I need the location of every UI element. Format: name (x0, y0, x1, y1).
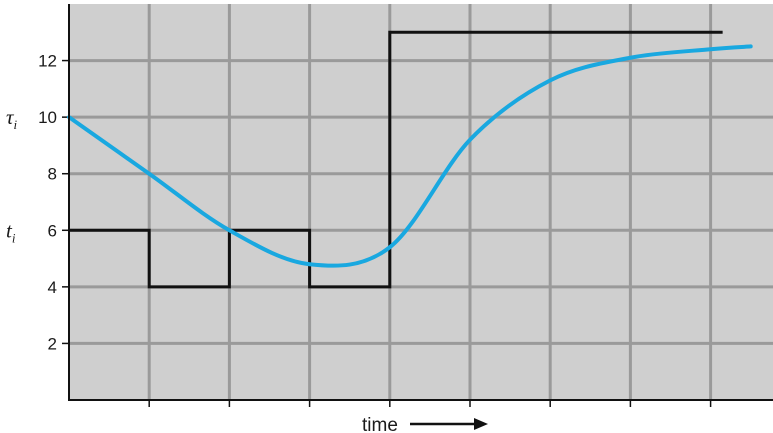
y-tick-label: 10 (38, 108, 57, 127)
series-symbol-subscript: i (12, 230, 16, 245)
x-axis-label: time (362, 415, 398, 433)
y-tick-label: 12 (38, 52, 57, 71)
series-line-step (69, 30, 723, 289)
x-axis-label-group: time (362, 415, 488, 433)
plot-background (69, 4, 773, 400)
series-symbol: t (6, 218, 13, 242)
series-symbol: τ (6, 105, 15, 129)
grid (69, 4, 773, 400)
series-symbol-label: τi (6, 105, 18, 132)
series-group (67, 30, 753, 289)
y-tick-label: 2 (48, 334, 57, 353)
series-symbol-label: ti (6, 218, 16, 245)
axes (68, 4, 773, 407)
series-line-smooth (67, 44, 753, 268)
y-tick-label: 8 (48, 165, 57, 184)
y-tick-label: 6 (48, 221, 57, 240)
y-tick-labels: 2 4 6 8 10 12 (38, 52, 69, 353)
y-tick-label: 4 (48, 278, 57, 297)
series-symbol-subscript: i (14, 117, 18, 132)
arrow-head (474, 418, 488, 430)
